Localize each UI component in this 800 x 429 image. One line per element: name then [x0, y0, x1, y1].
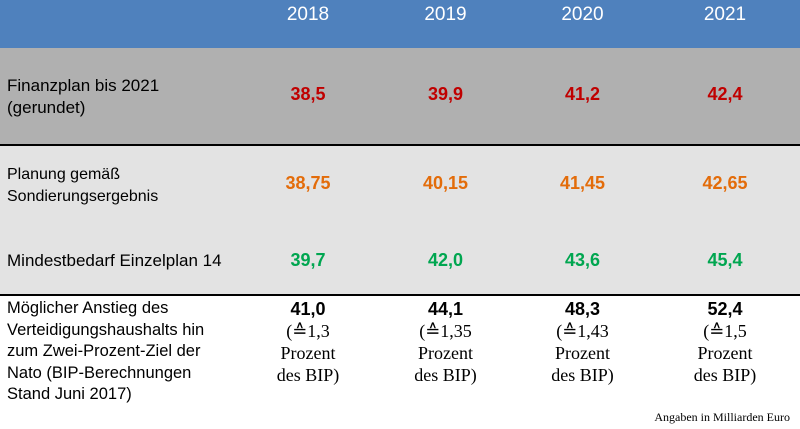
header-row: 2018 2019 2020 2021 — [0, 0, 800, 48]
cell-value: 40,15 — [422, 173, 469, 193]
cell-subline: (≙1,5 — [703, 321, 747, 341]
row-label-mindestbedarf: Mindestbedarf Einzelplan 14 — [7, 250, 242, 272]
row-label-line: Möglicher Anstieg des — [7, 299, 169, 317]
cell-value: 43,6 — [564, 250, 601, 270]
units-footnote: Angaben in Milliarden Euro — [654, 410, 790, 424]
cell-subline: des BIP) — [276, 365, 340, 385]
cell-number: 44,1 — [427, 299, 464, 319]
row-label-line: zum Zwei-Prozent-Ziel der — [7, 342, 201, 360]
row-label-line: (gerundet) — [7, 98, 86, 117]
cell-value: 41,0 (≙1,3 Prozent des BIP) — [243, 298, 373, 386]
cell-subline: des BIP) — [551, 365, 614, 385]
cell-subline: Prozent — [418, 343, 473, 363]
cell-value: 41,2 — [564, 84, 601, 104]
cell-subline: Prozent — [697, 343, 753, 363]
year-header-2020: 2020 — [561, 4, 604, 25]
cell-value: 52,4 (≙1,5 Prozent des BIP) — [655, 298, 795, 386]
cell-number: 41,0 — [290, 299, 326, 319]
cell-subline: Prozent — [555, 343, 610, 363]
row-label-line: Sondierungsergebnis — [7, 188, 159, 205]
row-label-line: Planung gemäß — [7, 166, 120, 183]
cell-subline: (≙1,3 — [286, 321, 330, 341]
row-label-sondierung: Planung gemäß Sondierungsergebnis — [7, 164, 242, 208]
year-header-2021: 2021 — [703, 4, 747, 25]
cell-value: 42,0 — [427, 250, 464, 270]
table-row-anstieg: Möglicher Anstieg des Verteidigungshaush… — [0, 296, 800, 429]
cell-value: 39,9 — [427, 84, 464, 104]
cell-value: 45,4 — [707, 250, 743, 270]
row-label-anstieg: Möglicher Anstieg des Verteidigungshaush… — [7, 298, 242, 406]
row-label-line: Verteidigungshaushalts hin — [7, 320, 205, 339]
cell-value: 42,4 — [707, 84, 743, 104]
row-label-line: Nato (BIP-Berechnungen — [7, 363, 192, 382]
year-header-2019: 2019 — [424, 4, 467, 25]
cell-subline: (≙1,43 — [556, 321, 609, 341]
table-row-mindestbedarf: Mindestbedarf Einzelplan 14 39,7 42,0 43… — [0, 228, 800, 296]
row-label-line: Mindestbedarf Einzelplan 14 — [7, 251, 222, 270]
cell-number: 52,4 — [707, 299, 743, 319]
cell-value: 38,5 — [290, 84, 326, 104]
cell-value: 41,45 — [559, 173, 606, 193]
cell-value: 48,3 (≙1,43 Prozent des BIP) — [515, 298, 650, 386]
row-label-finanzplan: Finanzplan bis 2021 (gerundet) — [7, 75, 242, 119]
cell-number: 48,3 — [564, 299, 601, 319]
cell-value: 39,7 — [290, 250, 326, 270]
cell-subline: Prozent — [280, 343, 336, 363]
cell-subline: (≙1,35 — [419, 321, 472, 341]
year-header-2018: 2018 — [286, 4, 330, 25]
cell-value: 38,75 — [285, 173, 331, 193]
row-label-line: Finanzplan bis 2021 — [7, 76, 160, 95]
cell-value: 42,65 — [702, 173, 748, 193]
cell-subline: des BIP) — [414, 365, 477, 385]
table-row-sondierung: Planung gemäß Sondierungsergebnis 38,75 … — [0, 146, 800, 228]
table-row-finanzplan: Finanzplan bis 2021 (gerundet) 38,5 39,9… — [0, 48, 800, 146]
cell-subline: des BIP) — [693, 365, 757, 385]
cell-value: 44,1 (≙1,35 Prozent des BIP) — [378, 298, 513, 386]
row-label-line: Stand Juni 2017) — [7, 385, 132, 403]
